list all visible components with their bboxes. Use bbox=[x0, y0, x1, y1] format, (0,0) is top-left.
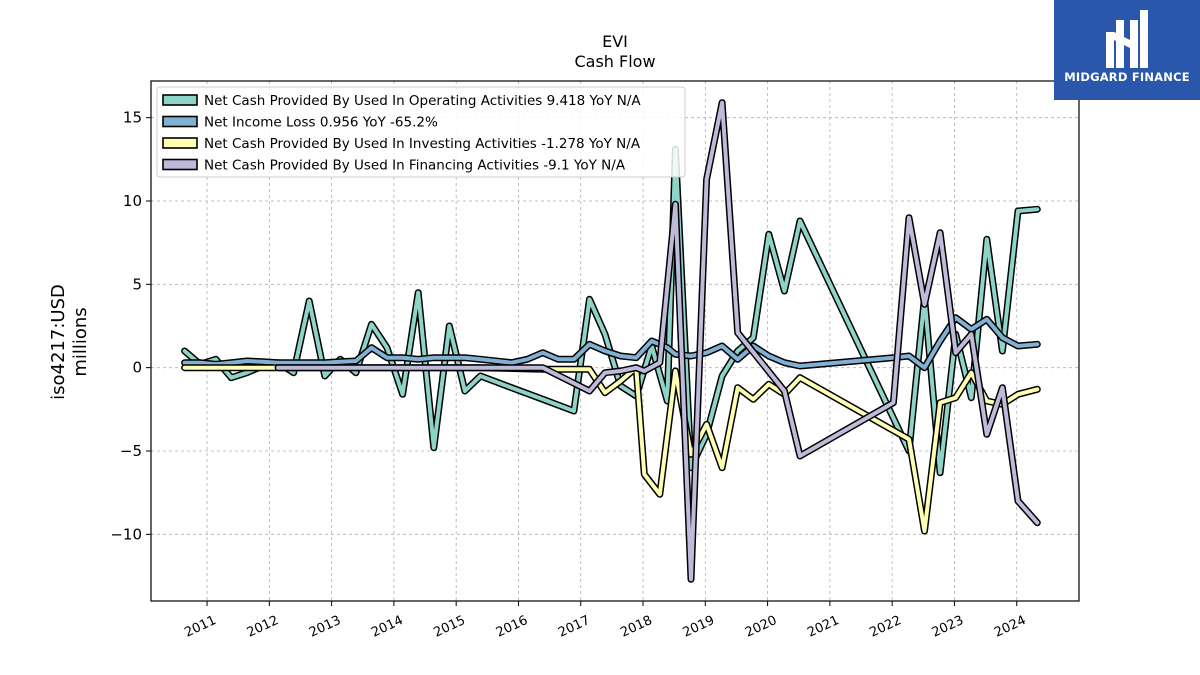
x-tick-label: 2022 bbox=[868, 613, 904, 641]
y-tick-label: 5 bbox=[132, 275, 142, 293]
y-axis-label-units: millions bbox=[70, 307, 91, 376]
series-3 bbox=[181, 364, 1041, 535]
y-tick-label: 15 bbox=[123, 109, 142, 127]
legend-swatch bbox=[162, 158, 198, 171]
x-tick-label: 2024 bbox=[992, 613, 1028, 641]
series-4 bbox=[274, 99, 1041, 583]
midgard-finance-logo: MIDGARD FINANCE bbox=[1054, 0, 1200, 100]
x-tick-label: 2011 bbox=[182, 613, 218, 641]
series-line bbox=[182, 315, 1040, 370]
y-tick-label: 0 bbox=[132, 359, 142, 377]
legend-label: Net Cash Provided By Used In Financing A… bbox=[204, 158, 626, 174]
chart-subtitle: Cash Flow bbox=[574, 52, 655, 71]
legend-label: Net Income Loss 0.956 YoY -65.2% bbox=[204, 115, 438, 131]
x-tick-label: 2015 bbox=[432, 613, 468, 641]
y-tick-label: −10 bbox=[110, 525, 142, 543]
legend-swatch bbox=[162, 115, 198, 128]
x-tick-label: 2017 bbox=[556, 613, 592, 641]
x-tick-label: 2019 bbox=[681, 613, 717, 641]
y-axis-label: iso4217:USD bbox=[48, 284, 69, 400]
y-axis-ticks: 15 10 5 0 −5 −10 bbox=[110, 109, 151, 543]
series-line bbox=[182, 147, 1040, 475]
series-2 bbox=[181, 314, 1041, 372]
x-tick-label: 2013 bbox=[307, 613, 343, 641]
y-tick-label: −5 bbox=[120, 442, 142, 460]
chart-title: EVI bbox=[602, 32, 628, 51]
brand-name: MIDGARD FINANCE bbox=[1064, 70, 1190, 84]
legend-box bbox=[156, 86, 686, 178]
x-tick-label: 2018 bbox=[618, 613, 654, 641]
x-tick-label: 2016 bbox=[494, 613, 530, 641]
x-tick-label: 2023 bbox=[930, 613, 966, 641]
legend: Net Cash Provided By Used In Operating A… bbox=[156, 86, 686, 178]
legend-label: Net Cash Provided By Used In Investing A… bbox=[204, 136, 641, 152]
x-tick-label: 2020 bbox=[743, 613, 779, 641]
legend-swatch bbox=[162, 137, 198, 149]
series-lines bbox=[181, 99, 1041, 583]
x-tick-label: 2012 bbox=[245, 613, 281, 641]
x-tick-label: 2021 bbox=[805, 613, 841, 641]
series-1 bbox=[181, 145, 1041, 477]
x-tick-label: 2014 bbox=[369, 613, 405, 641]
y-tick-label: 10 bbox=[123, 192, 142, 210]
x-axis-ticks: 2011 2012 2013 2014 2015 2016 2017 2018 2019 2020… bbox=[182, 601, 1028, 641]
plot-frame bbox=[150, 80, 1080, 602]
legend-swatch bbox=[162, 94, 198, 106]
midgard-finance-logo-icon bbox=[1106, 10, 1148, 68]
series-line bbox=[276, 100, 1040, 582]
legend-label: Net Cash Provided By Used In Operating A… bbox=[204, 93, 641, 109]
